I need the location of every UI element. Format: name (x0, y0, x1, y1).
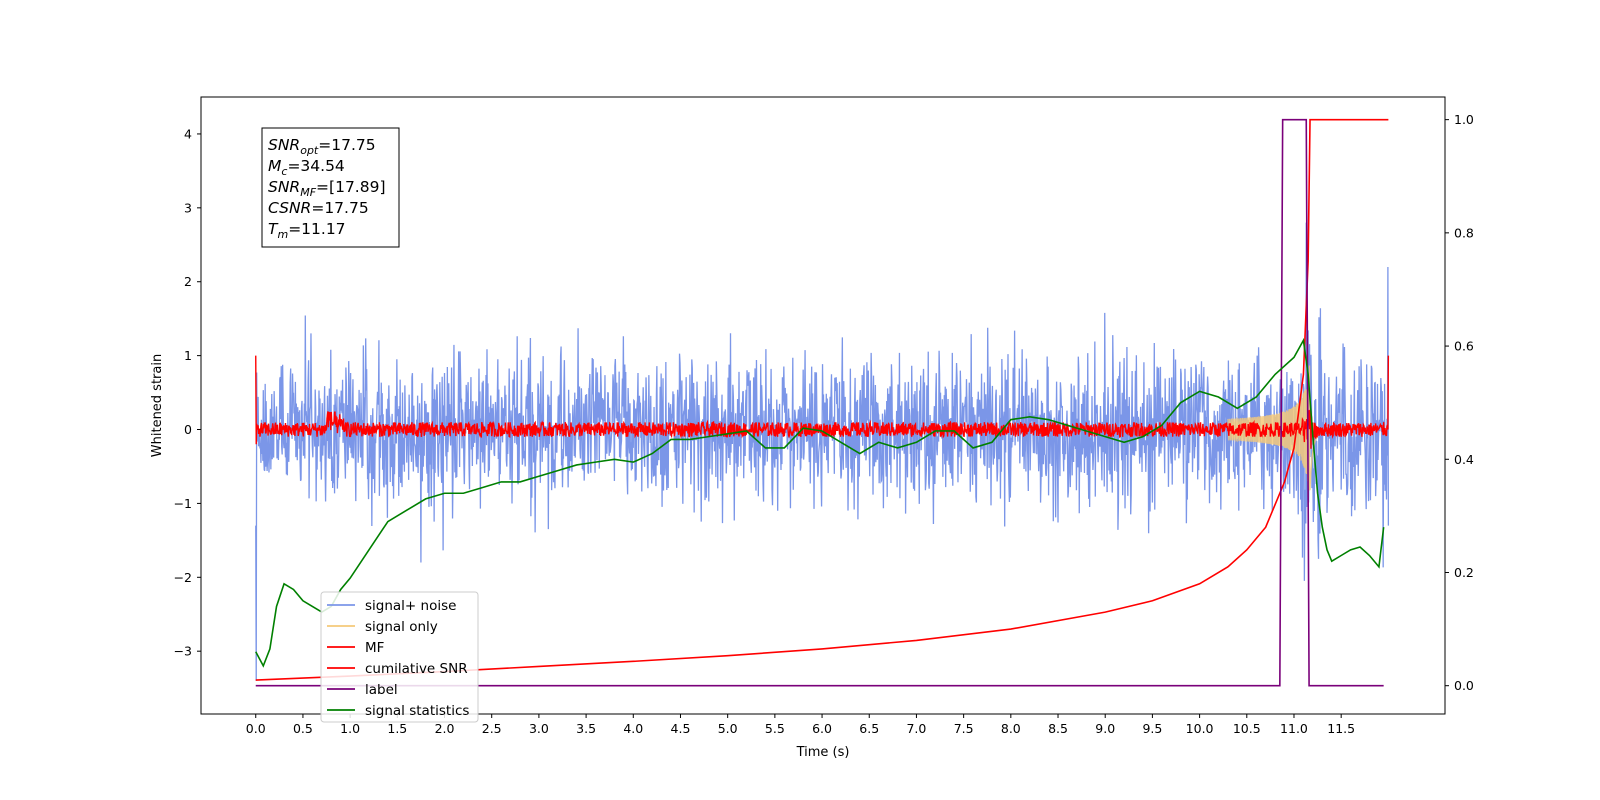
x-tick-label: 9.5 (1142, 721, 1162, 736)
y2-tick-label: 0.4 (1454, 452, 1474, 467)
annotation-line: Mc=34.54 (268, 157, 345, 178)
x-tick-label: 6.0 (812, 721, 832, 736)
legend-label: signal+ noise (365, 598, 456, 614)
x-tick-label: 5.0 (718, 721, 738, 736)
y-tick-label: 2 (184, 274, 192, 289)
x-tick-label: 10.0 (1186, 721, 1214, 736)
y2-tick-label: 0.2 (1454, 565, 1474, 580)
y-tick-label: −1 (174, 496, 192, 511)
y-tick-label: 3 (184, 200, 192, 215)
legend-label: cumilative SNR (365, 661, 468, 677)
x-tick-label: 6.5 (859, 721, 879, 736)
legend-frame (320, 591, 479, 723)
annotation-line: Tm=11.17 (268, 220, 346, 241)
annotation-box: SNRopt=17.75Mc=34.54SNRMF=[17.89]CSNR=17… (261, 127, 400, 248)
x-tick-label: 3.5 (576, 721, 596, 736)
x-tick-label: 5.5 (765, 721, 785, 736)
legend-label: MF (365, 640, 384, 656)
x-tick-label: 7.0 (906, 721, 926, 736)
annotation-line: CSNR=17.75 (268, 199, 369, 217)
y2-tick-label: 1.0 (1454, 112, 1474, 127)
y-tick-label: 4 (184, 126, 192, 141)
x-tick-label: 1.0 (340, 721, 360, 736)
legend-label: signal only (365, 619, 438, 635)
legend-label: label (365, 682, 398, 698)
x-tick-label: 3.0 (529, 721, 549, 736)
y-tick-label: 0 (184, 422, 192, 437)
x-tick-label: 11.5 (1327, 721, 1355, 736)
x-axis-title: Time (s) (796, 745, 850, 760)
plot-area (255, 118, 1390, 687)
x-tick-label: 0.5 (293, 721, 313, 736)
x-tick-label: 9.0 (1095, 721, 1115, 736)
x-tick-label: 0.0 (246, 721, 266, 736)
x-tick-label: 2.0 (435, 721, 455, 736)
series-mf-line (255, 355, 1390, 449)
y-tick-label: −2 (174, 570, 192, 585)
x-tick-label: 8.0 (1001, 721, 1021, 736)
x-tick-label: 1.5 (387, 721, 407, 736)
series-cumulative-snr-line (255, 118, 1389, 681)
x-tick-label: 11.0 (1280, 721, 1308, 736)
legend: signal+ noise signal only MF cumilative SNR… (320, 591, 479, 723)
y2-tick-label: 0.6 (1454, 339, 1474, 354)
annotation-line: SNRopt=17.75 (268, 136, 376, 157)
x-tick-label: 8.5 (1048, 721, 1068, 736)
y-tick-label: 1 (184, 348, 192, 363)
x-tick-label: 7.5 (954, 721, 974, 736)
x-tick-label: 10.5 (1233, 721, 1261, 736)
series-signal-statistics-line (255, 337, 1385, 668)
x-tick-label: 4.5 (671, 721, 691, 736)
annotation-frame (261, 127, 400, 248)
x-tick-label: 2.5 (482, 721, 502, 736)
series-label-line (255, 118, 1384, 687)
plot-frame (200, 96, 1446, 715)
x-tick-label: 4.0 (623, 721, 643, 736)
annotation-line: SNRMF=[17.89] (268, 178, 386, 199)
y-tick-label: −3 (174, 644, 192, 659)
legend-label: signal statistics (365, 703, 469, 719)
y2-tick-label: 0.8 (1454, 225, 1474, 240)
y-axis-title: Whitened strain (150, 354, 165, 457)
y2-tick-label: 0.0 (1454, 678, 1474, 693)
